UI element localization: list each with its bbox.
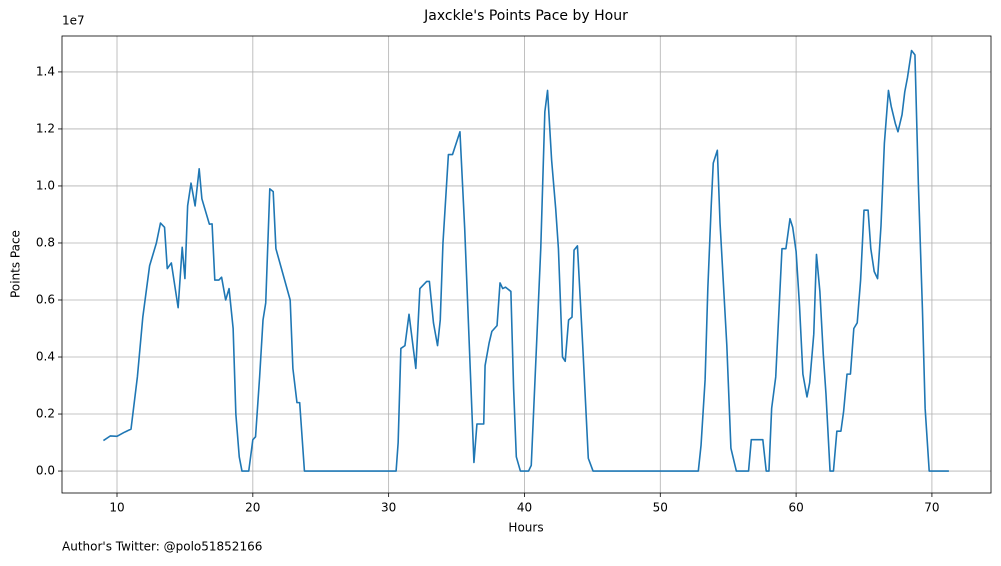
data-line	[102, 49, 949, 472]
y-tick-label: 0.6	[36, 292, 55, 306]
chart-title: Jaxckle's Points Pace by Hour	[423, 8, 628, 24]
y-tick-label: 0.4	[36, 350, 55, 364]
y-tick-label: 1.2	[36, 121, 55, 135]
footer: Author's Twitter: @polo51852166	[62, 540, 262, 554]
y-tick-label: 1.4	[36, 64, 55, 78]
y-offset-label: 1e7	[62, 14, 85, 28]
x-tick-label: 70	[924, 501, 939, 515]
x-tick-label: 20	[245, 501, 260, 515]
y-tick-label: 0.2	[36, 407, 55, 421]
x-tick-label: 10	[109, 501, 124, 515]
y-tick-label: 1.0	[36, 178, 55, 192]
plot-frame	[61, 35, 992, 494]
x-tick-label: 30	[381, 501, 396, 515]
x-tick-label: 40	[517, 501, 532, 515]
y-axis-label: Points Pace	[9, 230, 23, 298]
x-tick-label: 50	[653, 501, 668, 515]
y-tick-label: 0.8	[36, 235, 55, 249]
x-axis-label: Hours	[508, 521, 543, 535]
x-tick-label: 60	[788, 501, 803, 515]
y-tick-label: 0.0	[36, 464, 55, 478]
